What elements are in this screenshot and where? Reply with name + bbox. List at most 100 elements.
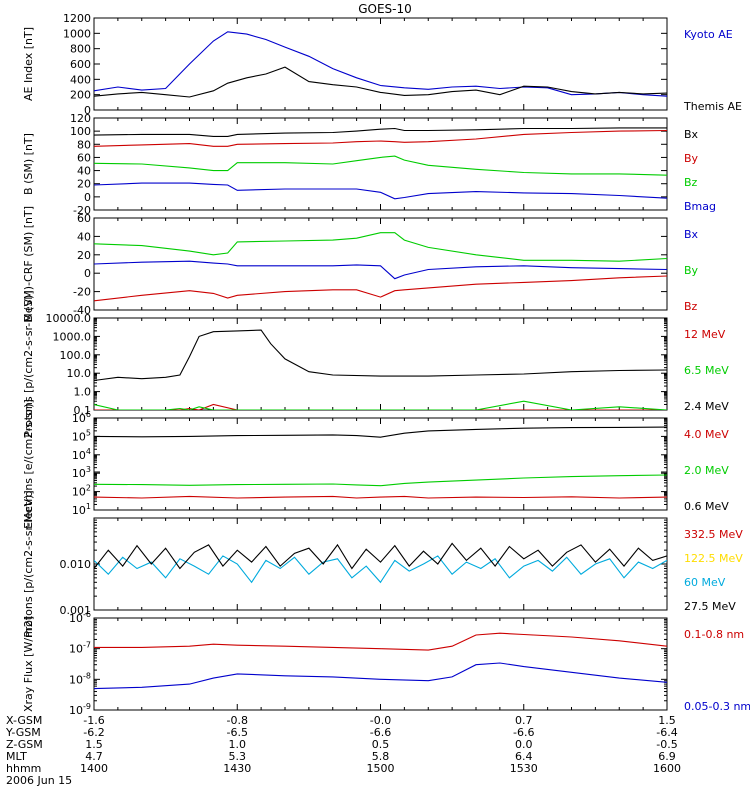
series-line-bz [94, 275, 667, 302]
legend-0-6-mev: 0.6 MeV [684, 500, 729, 513]
footer-cell: 5.3 [229, 750, 247, 763]
y-tick-label: 102 [72, 484, 91, 499]
panel-frame [93, 517, 668, 611]
panel-5: 101 102 103 104 105 106 Electrons [e/(cm2-s-sr… [22, 399, 729, 529]
series-line-bx [94, 127, 667, 137]
footer-cell: 0.0 [515, 738, 533, 751]
legend-by: By [684, 264, 699, 277]
legend-bz: Bz [684, 176, 698, 189]
legend-bx: Bx [684, 128, 699, 141]
y-tick-label: 0.001 [60, 604, 92, 617]
legend-0-05-0-3-nm: 0.05-0.3 nm [684, 700, 750, 713]
footer-row-label: MLT [6, 750, 27, 763]
panel-4: 0.1 1.0 10.0 100.0 1000.0 10000.0 Protons [p/(… [22, 290, 729, 437]
series-line-2-0-mev [94, 474, 667, 487]
y-tick-label: -20 [73, 204, 91, 217]
y-axis-title: AE Index [nT] [22, 27, 35, 101]
y-axis-title: B (SM) [nT] [22, 133, 35, 195]
y-tick-label: 10-7 [69, 641, 91, 656]
footer-cell: 0.7 [515, 714, 533, 727]
series-line-60-mev [94, 555, 667, 584]
legend-by: By [684, 152, 699, 165]
y-tick-label: 40 [77, 230, 91, 243]
panel-frame [93, 317, 668, 411]
y-tick-label: 600 [70, 58, 91, 71]
series-line-bz [94, 155, 667, 176]
y-tick-label: 20 [77, 178, 91, 191]
y-axis-title: Protons [p/(cm2-s-sr-MeV)] [22, 290, 35, 437]
footer-cell: 1.5 [85, 738, 103, 751]
footer-cell: -6.6 [513, 726, 534, 739]
y-tick-label: 80 [77, 138, 91, 151]
legend-27-5-mev: 27.5 MeV [684, 600, 736, 613]
y-tick-label: 101 [72, 502, 91, 517]
footer-cell: 6.4 [515, 750, 533, 763]
footer-cell: 1500 [367, 762, 395, 775]
series-line-0-6-mev [94, 426, 667, 438]
y-tick-label: 1000.0 [53, 330, 92, 343]
y-axis-title: B (SM)-CRF (SM) [nT] [22, 206, 35, 322]
y-tick-label: -20 [73, 286, 91, 299]
legend-60-mev: 60 MeV [684, 576, 726, 589]
footer-row-label: hhmm [6, 762, 41, 775]
series-line-2-4-mev [94, 329, 667, 382]
legend-bmag: Bmag [684, 200, 716, 213]
footer-cell: -0.8 [227, 714, 248, 727]
y-tick-label: 10000.0 [46, 312, 92, 325]
y-tick-label: 100 [70, 125, 91, 138]
footer-row-label: X-GSM [6, 714, 42, 727]
footer-cell: -6.5 [227, 726, 248, 739]
y-tick-label: 10-6 [69, 610, 91, 625]
series-line-themis-ae [94, 66, 667, 98]
y-tick-label: 10-8 [69, 671, 91, 686]
y-tick-label: 60 [77, 212, 91, 225]
series-line-6-5-mev [94, 400, 667, 410]
y-tick-label: 104 [72, 447, 91, 462]
y-tick-label: 103 [72, 465, 91, 480]
legend-122-5-mev: 122.5 MeV [684, 552, 743, 565]
footer-cell: 1600 [653, 762, 681, 775]
legend-2-0-mev: 2.0 MeV [684, 464, 729, 477]
y-tick-label: 120 [70, 112, 91, 125]
y-tick-label: 106 [72, 410, 91, 425]
series-line-kyoto-ae [94, 31, 667, 97]
legend-2-4-mev: 2.4 MeV [684, 400, 729, 413]
y-tick-label: 105 [72, 428, 91, 443]
footer-cell: 0.5 [372, 738, 390, 751]
y-tick-label: 100.0 [60, 349, 92, 362]
series-line-bmag [94, 182, 667, 200]
y-tick-label: 0 [84, 267, 91, 280]
y-tick-label: 800 [70, 43, 91, 56]
legend-4-0-mev: 4.0 MeV [684, 428, 729, 441]
footer-cell: 6.9 [658, 750, 676, 763]
y-axis-title: Electrons [e/(cm2-s-sr)] [22, 399, 35, 529]
y-axis-title: Xray Flux [W/m2] [22, 616, 35, 712]
legend-332-5-mev: 332.5 MeV [684, 528, 743, 541]
footer-cell: -1.6 [83, 714, 104, 727]
panel-6: 0.001 0.010 Protons [p/(cm2-s-sr-MeV)] 332.… [22, 471, 743, 638]
footer-cell: -6.2 [83, 726, 104, 739]
footer-cell: 1430 [223, 762, 251, 775]
legend-0-1-0-8-nm: 0.1-0.8 nm [684, 628, 744, 641]
panel-frame [93, 617, 668, 711]
figure-title: GOES-10 [358, 2, 412, 16]
footer-cell: 1530 [510, 762, 538, 775]
legend-themis-ae: Themis AE [683, 100, 742, 113]
footer-cell: 1400 [80, 762, 108, 775]
footer-row-label: Y-GSM [5, 726, 41, 739]
y-tick-label: 40 [77, 165, 91, 178]
y-tick-label: 20 [77, 249, 91, 262]
series-line-by [94, 129, 667, 147]
series-line-27-5-mev [94, 542, 667, 570]
series-line-4-0-mev [94, 495, 667, 499]
legend-6-5-mev: 6.5 MeV [684, 364, 729, 377]
footer-row-label: 2006 Jun 15 [6, 774, 72, 787]
panel-frame [93, 217, 668, 311]
footer-cell: 4.7 [85, 750, 103, 763]
footer-cell: 1.5 [658, 714, 676, 727]
footer-cell: -6.4 [656, 726, 677, 739]
y-tick-label: 1.0 [74, 386, 92, 399]
